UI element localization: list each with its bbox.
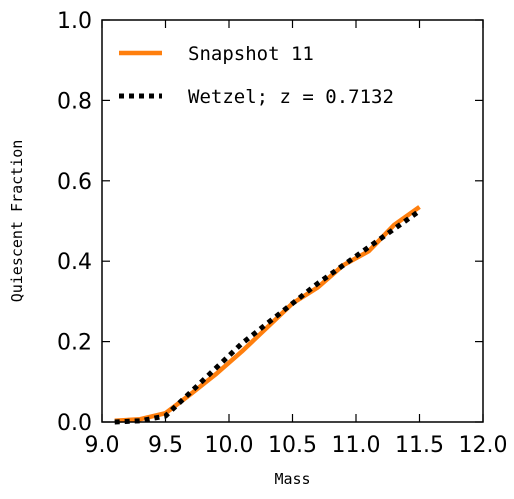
x-tick-label: 10.0 (205, 433, 254, 458)
y-axis-label: Quiescent Fraction (8, 140, 26, 303)
series-line-1 (114, 205, 421, 424)
legend-label-2: Wetzel; z = 0.7132 (188, 86, 394, 108)
y-tick-label: 0.8 (57, 89, 92, 114)
x-tick-label: 11.0 (332, 433, 381, 458)
series-line-2 (114, 208, 421, 425)
plot-area (114, 205, 421, 425)
plot-frame (101, 19, 484, 423)
y-tick-label: 0.4 (57, 250, 92, 275)
x-tick-label: 10.5 (268, 433, 317, 458)
y-tick-label: 1.0 (57, 9, 92, 34)
x-tick-label: 9.5 (148, 433, 183, 458)
x-tick-label: 12.0 (459, 433, 508, 458)
y-tick-label: 0.2 (57, 331, 92, 356)
y-tick-label: 0.6 (57, 170, 92, 195)
y-tick-label: 0.0 (57, 411, 92, 436)
x-tick-label: 11.5 (395, 433, 444, 458)
x-tick-label: 9.0 (85, 433, 120, 458)
axis-ticks: 9.0 9.5 10.0 10.5 11.0 11.5 12.0 0.0 0.2 0.4 0.6 0.… (57, 9, 507, 458)
legend: Snapshot 11 Wetzel; z = 0.7132 (119, 43, 394, 108)
x-axis-label: Mass (274, 470, 310, 488)
legend-label-1: Snapshot 11 (188, 43, 314, 65)
